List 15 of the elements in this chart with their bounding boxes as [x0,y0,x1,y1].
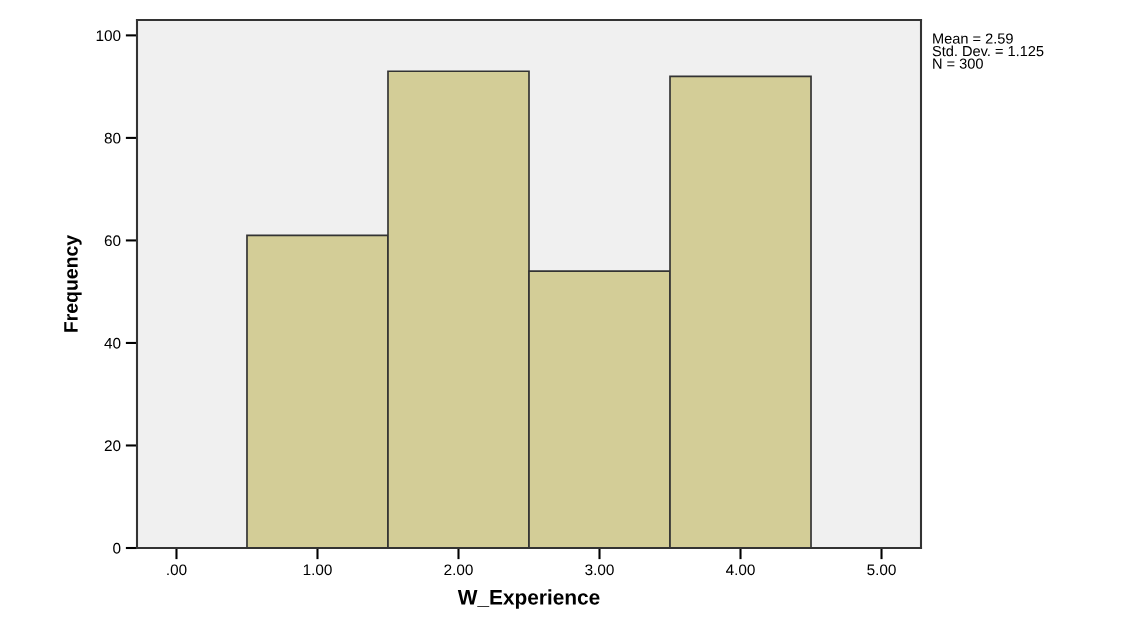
x-tick-label: 3.00 [585,564,614,576]
y-tick-label: 40 [104,337,121,349]
y-axis-title: Frequency [64,234,82,332]
y-tick-label: 100 [96,30,121,42]
y-tick-label: 0 [113,542,121,554]
x-tick-label: 2.00 [444,564,473,576]
x-axis-title: W_Experience [457,589,600,609]
y-tick-label: 80 [104,132,121,144]
x-tick-label: .00 [167,564,187,576]
text: Mean = 2.59 Std. Dev. = 1.125 N = 300 [932,33,1044,69]
y-tick-label: 60 [104,235,121,247]
x-tick-label: 1.00 [303,564,332,576]
x-tick-label: 4.00 [726,564,755,576]
y-tick-label: 20 [104,440,121,452]
x-tick-label: 5.00 [867,564,896,576]
